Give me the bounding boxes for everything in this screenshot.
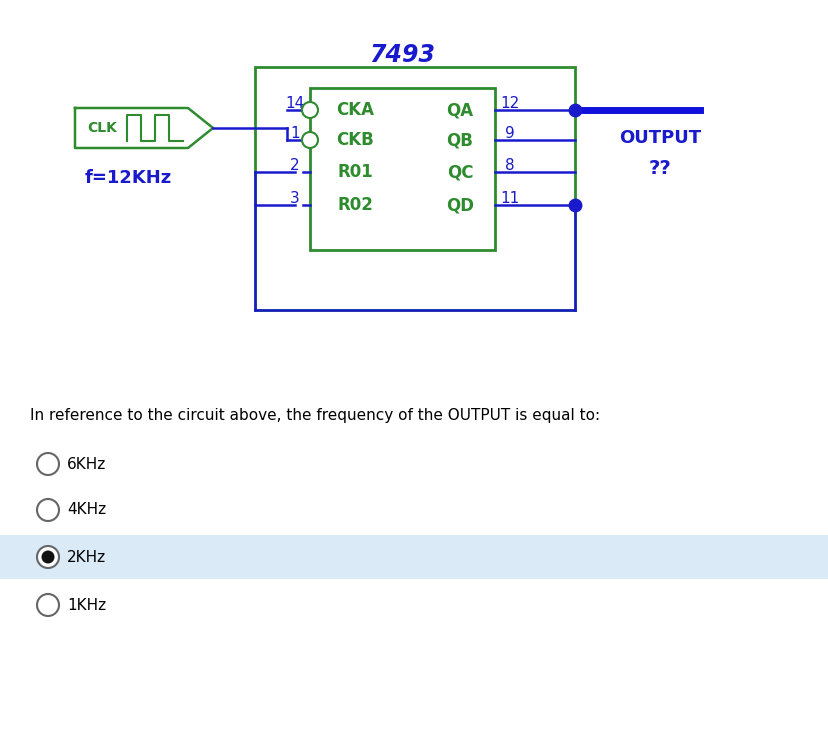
Circle shape xyxy=(41,551,55,564)
Text: CLK: CLK xyxy=(87,121,117,135)
Text: 2: 2 xyxy=(290,157,300,173)
Text: 7493: 7493 xyxy=(369,43,435,67)
Circle shape xyxy=(301,132,318,148)
Text: 12: 12 xyxy=(500,96,519,110)
Text: In reference to the circuit above, the frequency of the OUTPUT is equal to:: In reference to the circuit above, the f… xyxy=(30,407,599,423)
Text: QD: QD xyxy=(445,196,474,214)
Circle shape xyxy=(37,546,59,568)
Text: ??: ?? xyxy=(647,159,671,177)
Circle shape xyxy=(37,499,59,521)
Text: 2KHz: 2KHz xyxy=(67,550,106,564)
Text: QA: QA xyxy=(446,101,473,119)
Text: CKA: CKA xyxy=(335,101,373,119)
Text: 8: 8 xyxy=(504,157,514,173)
Text: 1KHz: 1KHz xyxy=(67,598,106,612)
Bar xyxy=(310,88,494,250)
Text: QB: QB xyxy=(446,131,473,149)
Text: QC: QC xyxy=(446,163,473,181)
Circle shape xyxy=(37,594,59,616)
Text: 1: 1 xyxy=(290,126,300,140)
Text: 3: 3 xyxy=(290,190,300,206)
Bar xyxy=(255,67,575,310)
Text: 6KHz: 6KHz xyxy=(67,456,106,471)
Text: 11: 11 xyxy=(500,190,519,206)
Text: OUTPUT: OUTPUT xyxy=(619,129,700,147)
Text: 14: 14 xyxy=(285,96,304,110)
Text: f=12KHz: f=12KHz xyxy=(85,169,172,187)
Circle shape xyxy=(301,102,318,118)
Text: R02: R02 xyxy=(337,196,373,214)
Text: CKB: CKB xyxy=(335,131,373,149)
Text: 4KHz: 4KHz xyxy=(67,503,106,517)
Text: 9: 9 xyxy=(504,126,514,140)
Circle shape xyxy=(37,453,59,475)
Bar xyxy=(0,535,828,579)
Text: R01: R01 xyxy=(337,163,373,181)
